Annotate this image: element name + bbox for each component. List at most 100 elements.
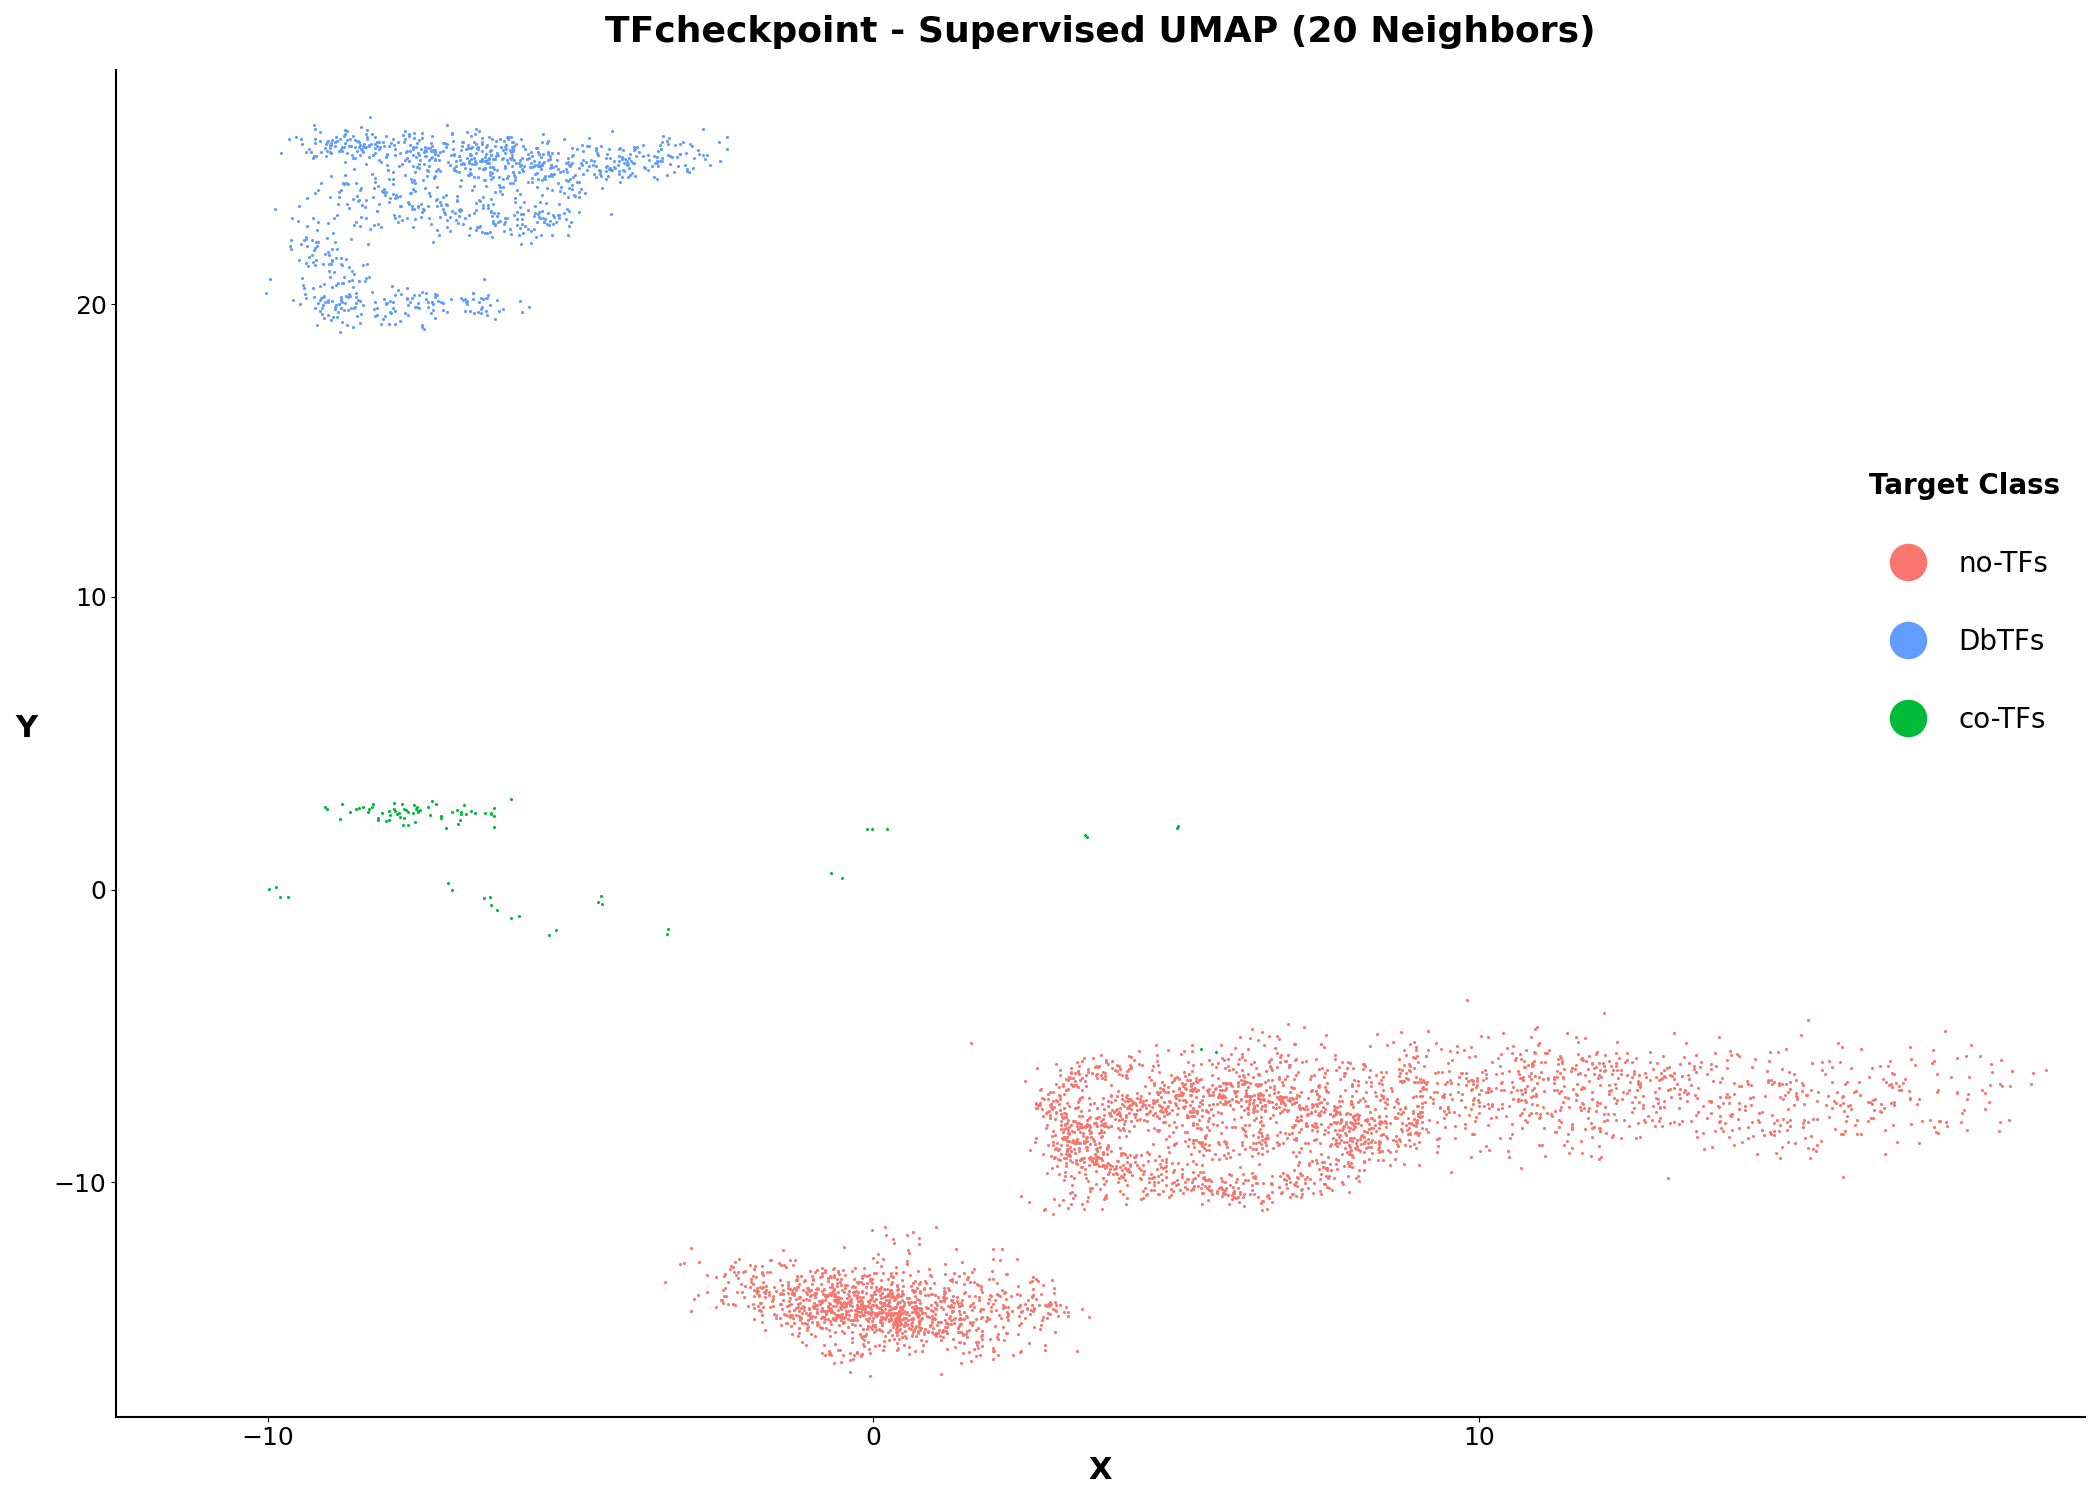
Point [1266,1090,1300,1114]
Point [464,126,498,150]
Point [1241,1083,1275,1107]
Point [958,1294,991,1318]
Point [1170,1090,1203,1114]
Point [1166,1113,1199,1137]
Point [1831,1104,1865,1128]
Point [850,1293,884,1317]
Point [943,1306,976,1330]
Point [1094,1154,1128,1178]
Point [1541,1116,1575,1140]
Point [1264,1088,1298,1112]
Point [1762,1071,1796,1095]
Point [1560,1042,1594,1066]
Point [1434,1160,1468,1184]
Point [1016,1276,1050,1300]
Point [1388,1113,1422,1137]
Point [821,1287,855,1311]
Point [307,273,340,297]
Point [1121,1156,1155,1180]
Point [1880,1130,1913,1154]
Point [443,198,477,222]
Point [1298,1064,1331,1088]
Point [420,217,454,242]
Point [1241,1064,1275,1088]
Point [273,234,307,258]
Point [1562,1095,1596,1119]
Point [344,192,378,216]
Point [1495,1080,1529,1104]
Point [1644,1096,1678,1120]
Point [494,788,527,812]
Point [758,1302,792,1326]
Point [1237,1050,1270,1074]
Point [1323,1068,1357,1092]
Point [1189,1124,1222,1148]
Point [1289,1048,1323,1072]
Point [472,124,506,148]
Point [607,138,640,162]
Point [401,195,435,219]
Point [882,1304,916,1328]
Point [1321,1118,1355,1142]
Point [724,1280,758,1304]
Point [1869,1142,1903,1166]
Point [313,243,346,267]
Point [1222,1026,1256,1050]
Point [1161,1076,1195,1100]
Point [1367,1148,1401,1172]
Point [1474,1106,1508,1130]
Point [1342,1158,1376,1182]
Point [1319,1058,1352,1082]
Point [1281,1154,1315,1178]
Point [1541,1052,1575,1076]
Point [888,1332,922,1356]
Point [859,1317,892,1341]
Point [1567,1096,1600,1120]
Point [357,170,391,194]
Point [483,209,517,232]
Point [1376,1078,1409,1102]
Point [874,1278,907,1302]
Point [391,206,424,230]
Point [1063,1089,1096,1113]
Point [1102,1107,1136,1131]
Point [323,186,357,210]
Point [1319,1110,1352,1134]
Point [1300,1082,1334,1106]
Point [458,302,491,326]
Point [1722,1096,1756,1120]
Point [1048,1096,1082,1120]
Point [899,1290,932,1314]
Point [569,150,603,174]
Point [1346,1131,1380,1155]
Point [1025,1086,1058,1110]
Point [1342,1112,1376,1136]
Point [752,1282,785,1306]
Point [1247,1098,1281,1122]
Point [991,1304,1025,1328]
Point [1369,1059,1403,1083]
Point [346,140,380,164]
Point [886,1298,920,1322]
Point [1392,1059,1426,1083]
Point [1126,1053,1159,1077]
Point [1195,1052,1228,1076]
Point [1063,1131,1096,1155]
Point [365,801,399,825]
Point [1630,1065,1663,1089]
Point [1090,1143,1124,1167]
Point [506,202,540,226]
Point [1764,1086,1798,1110]
Point [1302,1056,1336,1080]
Point [1090,1152,1124,1176]
Point [1470,1080,1504,1104]
Point [424,806,458,830]
Point [1216,1074,1250,1098]
Point [346,795,380,819]
Point [407,144,441,168]
Point [311,303,344,327]
Point [1065,1148,1098,1172]
Point [1105,1107,1138,1131]
Point [1086,1148,1119,1172]
Point [1940,1082,1974,1106]
